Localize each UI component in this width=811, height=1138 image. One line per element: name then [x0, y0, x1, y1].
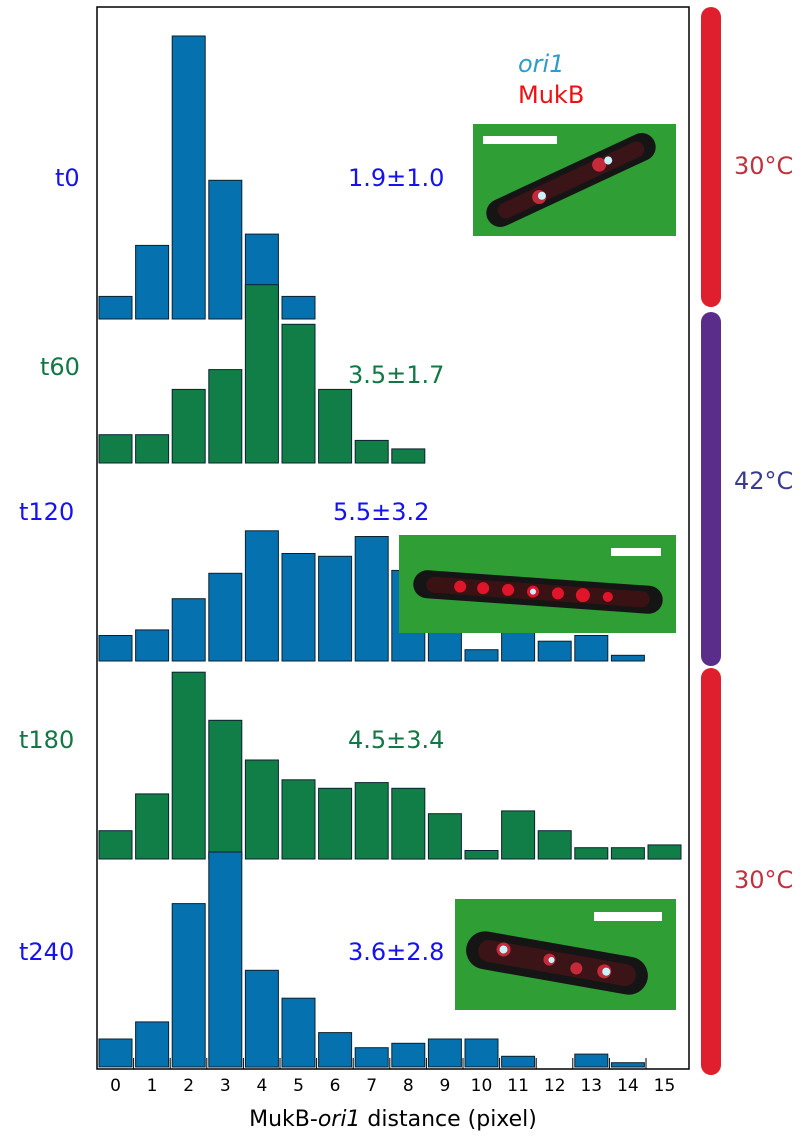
- tick-label-11: 11: [507, 1076, 529, 1096]
- bar-t240-2: [171, 903, 206, 1068]
- bar-t0-2: [171, 35, 206, 320]
- bar-t120-2: [171, 598, 206, 662]
- tick-label-2: 2: [183, 1076, 194, 1096]
- bar-t60-7: [354, 439, 389, 464]
- tick-label-9: 9: [439, 1076, 450, 1096]
- bar-t240-8: [391, 1042, 426, 1068]
- bar-t180-1: [135, 793, 170, 860]
- bar-t120-6: [318, 555, 353, 662]
- bar-t240-10: [464, 1038, 499, 1068]
- stat-t120: 5.5±3.2: [333, 498, 429, 526]
- bar-t240-13: [574, 1053, 609, 1068]
- bar-t0-3: [208, 179, 243, 320]
- tick-label-8: 8: [403, 1076, 414, 1096]
- tick-label-4: 4: [256, 1076, 267, 1096]
- bar-t60-4: [244, 284, 279, 464]
- row-label-t0: t0: [55, 164, 80, 192]
- bar-t240-3: [208, 851, 243, 1068]
- bars-layer: [98, 35, 682, 1068]
- bar-t120-13: [574, 635, 609, 662]
- row-label-t240: t240: [19, 938, 74, 966]
- bar-t120-1: [135, 629, 170, 662]
- tick-label-14: 14: [617, 1076, 639, 1096]
- bar-t240-9: [427, 1038, 462, 1068]
- bar-t180-12: [537, 830, 572, 860]
- bar-t60-5: [281, 323, 316, 464]
- bar-t180-15: [647, 844, 682, 860]
- tick-label-10: 10: [471, 1076, 493, 1096]
- temp-band-42c: [701, 312, 721, 666]
- bar-t180-7: [354, 782, 389, 860]
- bar-t180-10: [464, 850, 499, 860]
- stat-t240: 3.6±2.8: [348, 938, 444, 966]
- bar-t0-0: [98, 295, 133, 320]
- stat-t180: 4.5±3.4: [348, 726, 444, 754]
- x-ticks: 0 1 2 3 4 5 6 7 8 9 10 11 12 13 14 15: [96, 1058, 676, 1096]
- temp-label-30c-bottom: 30°C: [734, 866, 793, 894]
- bar-t180-0: [98, 830, 133, 860]
- tick-label-15: 15: [654, 1076, 676, 1096]
- bar-t120-4: [244, 530, 279, 662]
- stat-t0: 1.9±1.0: [348, 164, 444, 192]
- bar-t240-14: [610, 1062, 645, 1068]
- tick-label-6: 6: [330, 1076, 341, 1096]
- tick-label-5: 5: [293, 1076, 304, 1096]
- bar-t180-14: [610, 847, 645, 860]
- bar-t240-11: [501, 1055, 536, 1068]
- bar-t60-3: [208, 369, 243, 464]
- row-label-t60: t60: [40, 353, 80, 381]
- micrograph-t120: [399, 535, 676, 633]
- bar-t180-11: [501, 810, 536, 860]
- bar-t60-0: [98, 434, 133, 464]
- bar-t120-12: [537, 640, 572, 662]
- bar-t120-3: [208, 572, 243, 662]
- legend-ori1: ori1: [518, 50, 565, 78]
- bar-t0-5: [281, 295, 316, 320]
- bar-t240-7: [354, 1047, 389, 1068]
- bar-t60-6: [318, 388, 353, 464]
- bar-t240-5: [281, 997, 316, 1068]
- temp-band-30c-top: [701, 7, 721, 307]
- bar-t180-3: [208, 719, 243, 860]
- bar-t120-14: [610, 654, 645, 662]
- tick-label-12: 12: [544, 1076, 566, 1096]
- bar-t240-4: [244, 969, 279, 1068]
- bar-t60-8: [391, 448, 426, 464]
- bar-t240-6: [318, 1032, 353, 1068]
- bar-t180-13: [574, 847, 609, 860]
- row-label-t120: t120: [19, 498, 74, 526]
- bar-t180-2: [171, 671, 206, 860]
- temp-label-42c: 42°C: [734, 467, 793, 495]
- bar-t60-2: [171, 388, 206, 464]
- bar-t180-5: [281, 779, 316, 860]
- micrograph-t0: [473, 124, 676, 236]
- bar-t120-10: [464, 649, 499, 662]
- tick-label-7: 7: [366, 1076, 377, 1096]
- legend-mukb: MukB: [518, 81, 584, 109]
- bar-t60-1: [135, 434, 170, 464]
- bar-t180-4: [244, 759, 279, 860]
- bar-t240-1: [135, 1021, 170, 1068]
- temp-label-30c-top: 30°C: [734, 152, 793, 180]
- bar-t240-0: [98, 1038, 133, 1068]
- bar-t120-5: [281, 553, 316, 662]
- tick-label-3: 3: [220, 1076, 231, 1096]
- bar-t180-9: [427, 813, 462, 860]
- stat-t60: 3.5±1.7: [348, 361, 444, 389]
- temp-band-30c-bottom: [701, 668, 721, 1075]
- tick-label-1: 1: [147, 1076, 158, 1096]
- micrograph-t240: [455, 899, 676, 1010]
- bar-t180-6: [318, 787, 353, 860]
- row-label-t180: t180: [19, 726, 74, 754]
- bar-t180-8: [391, 787, 426, 860]
- tick-label-13: 13: [580, 1076, 602, 1096]
- bar-t120-0: [98, 635, 133, 662]
- plot-frame: [96, 6, 690, 1070]
- tick-label-0: 0: [110, 1076, 121, 1096]
- bar-t120-7: [354, 536, 389, 662]
- bar-t0-1: [135, 244, 170, 320]
- x-axis-label: MukB-ori1 distance (pixel): [249, 1107, 537, 1132]
